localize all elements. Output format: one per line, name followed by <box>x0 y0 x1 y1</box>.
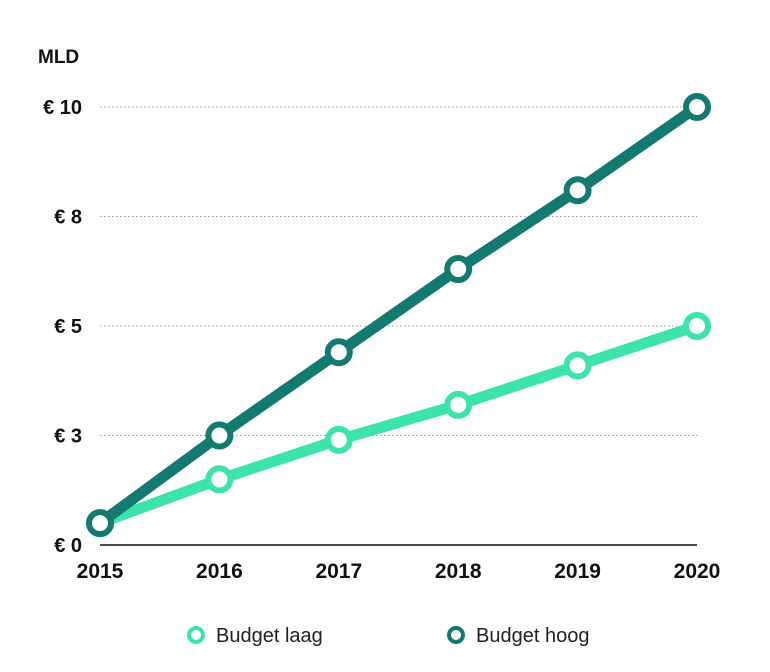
legend-label: Budget laag <box>216 625 323 647</box>
legend-marker <box>447 626 465 644</box>
y-tick-label: € 10 <box>43 97 82 119</box>
data-point <box>683 312 711 340</box>
data-point <box>444 255 473 284</box>
legend: Budget laag Budget hoog <box>187 625 589 647</box>
series-line <box>94 101 703 529</box>
data-point <box>324 425 353 454</box>
data-point <box>683 93 711 121</box>
data-point <box>563 351 592 380</box>
x-axis-ticks: 2015 2016 2017 2018 2019 2020 <box>77 560 721 583</box>
x-tick-label: 2015 <box>77 560 124 583</box>
y-unit-label: MLD <box>38 47 79 68</box>
series-group <box>86 93 711 538</box>
x-tick-label: 2017 <box>315 560 362 583</box>
grid <box>100 106 697 546</box>
y-tick-label: € 0 <box>54 535 82 557</box>
y-axis-ticks: € 0 € 3 € 5 € 8 € 10 <box>43 97 82 557</box>
y-tick-label: € 5 <box>54 316 82 338</box>
legend-marker <box>187 626 205 644</box>
data-point <box>205 421 234 450</box>
data-point <box>205 465 234 494</box>
data-point <box>563 176 592 205</box>
series-line <box>94 320 703 529</box>
data-point <box>444 390 473 419</box>
y-tick-label: € 8 <box>54 207 82 229</box>
data-point <box>86 509 114 538</box>
x-tick-label: 2019 <box>554 560 601 583</box>
data-point <box>324 338 353 367</box>
legend-label: Budget hoog <box>476 625 589 647</box>
y-tick-label: € 3 <box>54 426 82 448</box>
x-tick-label: 2018 <box>435 560 482 583</box>
x-tick-label: 2016 <box>196 560 243 583</box>
x-tick-label: 2020 <box>674 560 721 583</box>
